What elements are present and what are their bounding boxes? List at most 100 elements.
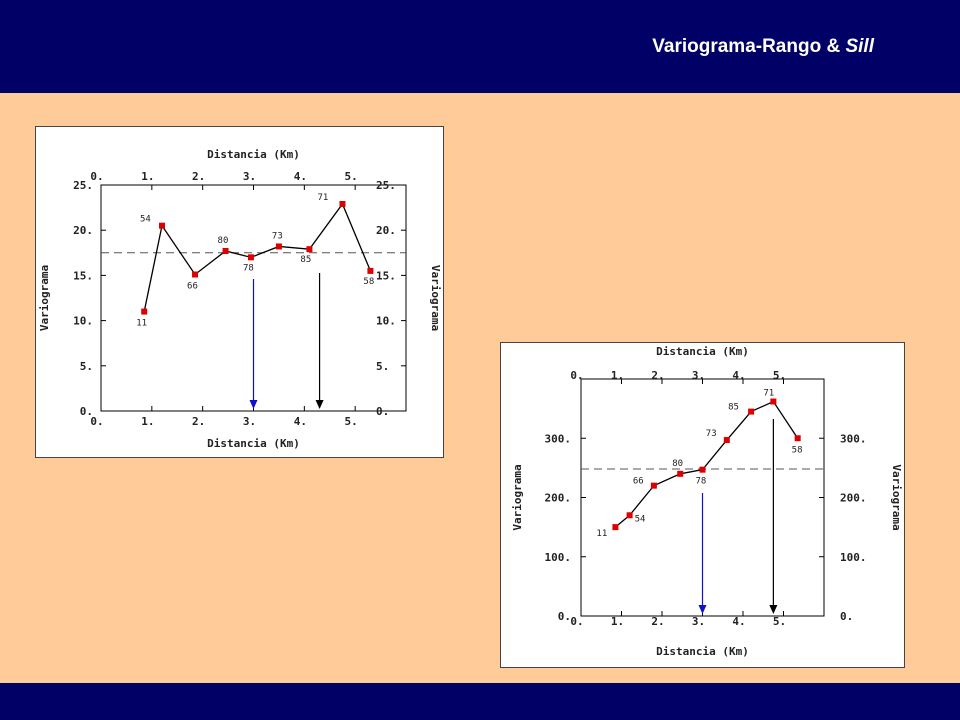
slide-title: Variograma-Rango & Sill <box>652 36 874 58</box>
x-tick-label-bottom: 0. <box>570 615 583 628</box>
point-label: 11 <box>136 319 147 329</box>
y-tick-label-left: 5. <box>80 360 93 373</box>
point-label: 54 <box>140 215 151 225</box>
point-label: 73 <box>706 429 717 439</box>
point-label: 58 <box>363 277 374 287</box>
data-point <box>247 254 254 261</box>
point-label: 73 <box>272 231 283 241</box>
data-point <box>275 243 282 250</box>
point-label: 80 <box>672 459 683 469</box>
point-label: 54 <box>635 514 646 524</box>
data-point <box>306 246 313 253</box>
y-tick-label-left: 20. <box>73 224 93 237</box>
x-tick-label-top: 1. <box>611 369 624 382</box>
x-tick-label-top: 4. <box>294 170 307 183</box>
y-tick-label-right: 0. <box>376 405 389 418</box>
x-tick-label-bottom: 4. <box>732 615 745 628</box>
point-label: 78 <box>243 263 254 273</box>
x-tick-label-top: 1. <box>141 170 154 183</box>
x-tick-label-bottom: 1. <box>141 415 154 428</box>
y-tick-label-right: 200. <box>840 492 867 505</box>
x-tick-label-top: 2. <box>192 170 205 183</box>
series-line <box>143 202 372 312</box>
y-tick-label-left: 25. <box>73 179 93 192</box>
point-label: 78 <box>696 477 707 487</box>
point-label: 11 <box>596 529 607 539</box>
point-label: 66 <box>633 477 644 487</box>
blue-arrow-head <box>698 605 707 614</box>
x-tick-label-bottom: 3. <box>243 415 256 428</box>
x-tick-label-bottom: 0. <box>90 415 103 428</box>
x-tick-label-bottom: 1. <box>611 615 624 628</box>
x-tick-label-top: 3. <box>692 369 705 382</box>
point-label: 80 <box>218 236 229 246</box>
point-label: 66 <box>187 281 198 291</box>
x-tick-label-bottom: 5. <box>345 415 358 428</box>
x-tick-label-bottom: 2. <box>192 415 205 428</box>
x-tick-label-top: 0. <box>90 170 103 183</box>
y-tick-label-left: 0. <box>558 610 571 623</box>
y-tick-label-left: 100. <box>545 551 572 564</box>
data-point <box>677 470 684 477</box>
y-tick-label-right: 0. <box>840 610 853 623</box>
variogram-chart-right: Distancia (Km) Distancia (Km) Variograma Va… <box>500 342 905 668</box>
slide-title-sill: Sill <box>845 36 874 57</box>
y-tick-label-right: 20. <box>376 224 396 237</box>
x-tick-label-top: 2. <box>651 369 664 382</box>
footer-bar <box>0 683 960 720</box>
data-point <box>339 200 346 207</box>
x-tick-label-bottom: 3. <box>692 615 705 628</box>
x-tick-label-bottom: 2. <box>651 615 664 628</box>
x-axis-label: Distancia (Km) <box>656 645 749 658</box>
x-tick-label-top: 5. <box>773 369 786 382</box>
y-tick-label-left: 200. <box>545 492 572 505</box>
data-point <box>723 437 730 444</box>
data-point <box>612 524 619 531</box>
x-tick-label-top: 3. <box>243 170 256 183</box>
x-tick-label-top: 0. <box>570 369 583 382</box>
data-point <box>159 222 165 229</box>
data-point <box>770 398 777 405</box>
y-tick-label-left: 300. <box>545 432 572 445</box>
data-point <box>748 408 755 415</box>
y-tick-label-right: 300. <box>840 432 867 445</box>
y-tick-label-right: 10. <box>376 315 396 328</box>
y-axis-label-left: Variograma <box>38 265 51 331</box>
data-point <box>626 512 633 519</box>
slide-title-main: Variograma-Rango & <box>652 36 846 57</box>
point-label: 85 <box>300 255 311 265</box>
data-point <box>650 482 657 489</box>
blue-arrow-head <box>249 400 258 409</box>
y-tick-label-left: 0. <box>80 405 93 418</box>
chart-title: Distancia (Km) <box>656 345 749 358</box>
black-arrow-head <box>315 400 324 409</box>
x-tick-label-top: 5. <box>345 170 358 183</box>
header-bar: Variograma-Rango & Sill <box>0 0 960 93</box>
y-tick-label-right: 15. <box>376 269 396 282</box>
data-point <box>192 271 199 278</box>
chart-title: Distancia (Km) <box>207 148 300 161</box>
point-label: 58 <box>792 445 803 455</box>
x-tick-label-top: 4. <box>732 369 745 382</box>
y-tick-label-right: 5. <box>376 360 389 373</box>
y-tick-label-right: 100. <box>840 551 867 564</box>
point-label: 71 <box>763 389 774 399</box>
data-point <box>794 435 801 442</box>
data-point <box>367 267 374 274</box>
y-axis-label-left: Variograma <box>511 464 524 530</box>
y-axis-label-right: Variograma <box>429 265 442 331</box>
variogram-chart-left: Distancia (Km) Distancia (Km) Variograma Va… <box>35 126 444 458</box>
y-tick-label-left: 10. <box>73 315 93 328</box>
data-point <box>141 308 148 315</box>
x-tick-label-bottom: 4. <box>294 415 307 428</box>
y-tick-label-right: 25. <box>376 179 396 192</box>
x-tick-label-bottom: 5. <box>773 615 786 628</box>
variogram-chart-right-svg: Distancia (Km) Distancia (Km) Variograma Va… <box>511 345 903 658</box>
point-label: 85 <box>728 403 739 413</box>
y-axis-label-right: Variograma <box>890 464 903 530</box>
black-arrow-head <box>769 605 778 614</box>
data-point <box>222 247 229 254</box>
series-line <box>615 400 799 528</box>
data-point <box>699 466 706 473</box>
point-label: 71 <box>317 193 328 203</box>
